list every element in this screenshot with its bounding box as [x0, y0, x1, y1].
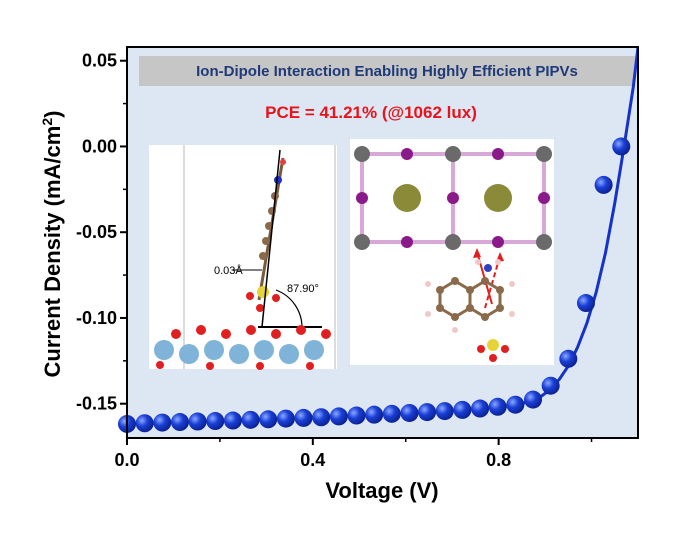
- y-tick-label: 0.05: [82, 51, 117, 71]
- data-point: [365, 405, 384, 424]
- data-point: [135, 414, 154, 433]
- data-point: [188, 412, 207, 431]
- data-point: [559, 349, 578, 368]
- plot-frame: [126, 46, 639, 439]
- data-point: [435, 402, 454, 421]
- surface-atoms-graphic: [154, 325, 331, 370]
- data-point: [594, 175, 613, 194]
- y-axis-title-main: Current Density (mA/cm: [40, 126, 65, 378]
- data-point: [259, 410, 278, 429]
- data-point: [524, 390, 543, 409]
- naphthalene-molecule-graphic: [425, 259, 515, 362]
- title-banner: [139, 56, 635, 86]
- x-tick-label: 0.4: [300, 450, 325, 470]
- angle-label: 87.90°: [287, 283, 319, 295]
- data-point: [276, 409, 295, 428]
- data-point: [506, 395, 525, 414]
- data-point: [576, 294, 595, 313]
- data-point: [541, 376, 560, 395]
- data-point: [471, 399, 490, 418]
- molecular-inset-left: 0.03Å 87.90°: [149, 145, 337, 370]
- y-tick-label: 0.00: [82, 136, 117, 156]
- data-point: [488, 397, 507, 416]
- molecular-inset-right: [350, 139, 554, 365]
- distance-label: 0.03Å: [214, 264, 243, 277]
- chart-title: Ion-Dipole Interaction Enabling Highly E…: [196, 63, 578, 80]
- y-tick-label: -0.15: [76, 394, 117, 414]
- y-tick-label: -0.10: [76, 308, 117, 328]
- pce-annotation: PCE = 41.21% (@1062 lux): [265, 103, 477, 122]
- data-point: [294, 408, 313, 427]
- y-axis-title-close: ): [40, 111, 65, 118]
- data-point: [241, 410, 260, 429]
- data-point: [312, 408, 331, 427]
- y-axis-title: Current Density (mA/cm2): [39, 111, 65, 378]
- data-point: [612, 137, 631, 156]
- data-point: [382, 404, 401, 423]
- data-point: [206, 412, 225, 431]
- data-point: [453, 400, 472, 419]
- x-tick-label: 0.8: [486, 450, 511, 470]
- perovskite-lattice-graphic: [354, 146, 552, 250]
- data-point: [347, 406, 366, 425]
- x-tick-label: 0.0: [114, 450, 139, 470]
- data-point: [170, 413, 189, 432]
- data-point: [223, 411, 242, 430]
- data-point: [153, 413, 172, 432]
- series-layer: [118, 47, 638, 433]
- y-axis-title-sup: 2: [39, 118, 55, 126]
- data-point: [418, 403, 437, 422]
- y-tick-label: -0.05: [76, 222, 117, 242]
- data-point: [400, 403, 419, 422]
- tick-layer: 0.0 0.4 0.8 0.05 0.00 -0.05 -0.10 -0.15: [76, 51, 593, 470]
- data-point: [329, 407, 348, 426]
- x-axis-title: Voltage (V): [325, 478, 438, 503]
